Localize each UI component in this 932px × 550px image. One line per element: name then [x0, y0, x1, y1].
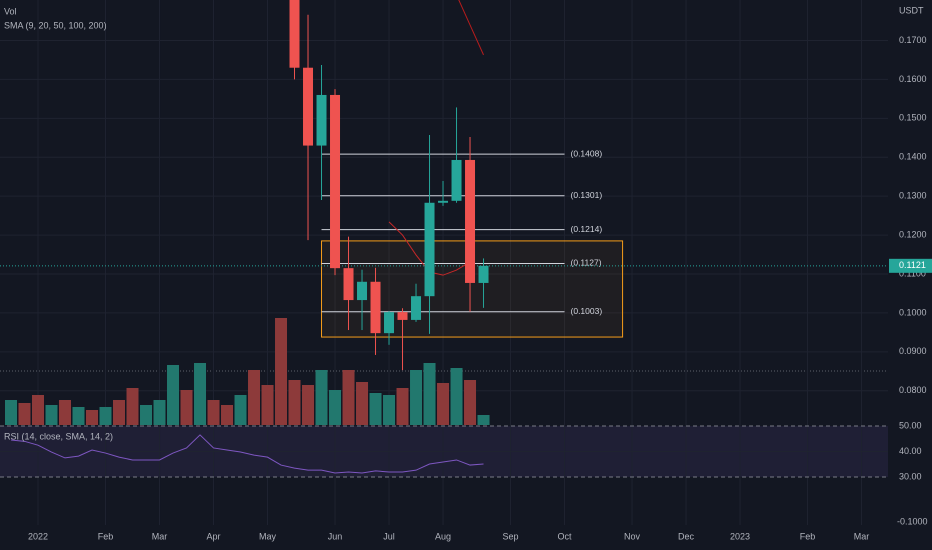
rsi-tick-label: 50.00 [899, 420, 922, 430]
currency-label: USDT [899, 5, 924, 15]
volume-bar [450, 368, 463, 425]
x-tick-label: 2023 [730, 531, 750, 541]
x-tick-label: Apr [207, 531, 221, 541]
sma-line [458, 0, 484, 56]
volume-bar [72, 407, 85, 425]
volume-bar [248, 370, 261, 425]
y-tick-label: 0.1500 [899, 113, 927, 123]
volume-bar [167, 365, 180, 425]
volume-bar [99, 407, 112, 425]
last-price-label: 0.1121 [899, 260, 926, 270]
x-tick-label: Jun [328, 531, 343, 541]
x-tick-label: Mar [854, 531, 870, 541]
y-tick-label: 0.1400 [899, 152, 927, 162]
y-tick-label: 0.0900 [899, 346, 927, 356]
volume-bar [45, 405, 58, 425]
x-tick-label: Sep [503, 531, 519, 541]
volume-bar [356, 382, 369, 425]
y-tick-label: 0.1300 [899, 191, 927, 201]
x-tick-label: Dec [678, 531, 695, 541]
y-tick-label: 0.1200 [899, 229, 927, 239]
volume-bar [423, 363, 436, 425]
x-tick-label: 2022 [28, 531, 48, 541]
volume-bar [410, 370, 423, 425]
volume-bar [315, 370, 328, 425]
volume-bar [464, 380, 477, 425]
candle-body [465, 159, 476, 283]
rsi-tick-label: 30.00 [899, 471, 922, 481]
y-tick-label: 0.1600 [899, 74, 927, 84]
rsi-line [10, 434, 484, 474]
volume-bar [369, 393, 382, 425]
fib-label: (0.1301) [571, 190, 603, 200]
candle-body [370, 281, 381, 334]
candle-body [330, 94, 341, 269]
last-price-badge [889, 258, 932, 273]
volume-bar [437, 383, 450, 425]
x-tick-label: Aug [435, 531, 451, 541]
x-tick-label: Jul [383, 531, 395, 541]
volume-bar [396, 388, 409, 425]
fib-label: (0.1214) [571, 224, 603, 234]
volume-bar [221, 405, 234, 425]
plot: 2022 Feb Mar Apr May Jun Jul Aug Sep Oct Nov Dec 202… [0, 0, 928, 541]
rsi-tick-label: 40.00 [899, 446, 922, 456]
x-tick-label: Oct [558, 531, 573, 541]
x-tick-label: Mar [152, 531, 168, 541]
volume-bar [194, 363, 207, 425]
volume-bar [86, 410, 99, 425]
volume-bar [113, 400, 126, 425]
indicator-label: SMA (9, 20, 50, 100, 200) [4, 20, 107, 30]
y-tick-label: 0.1000 [899, 307, 927, 317]
candle-body [424, 202, 435, 297]
x-tick-label: May [259, 531, 277, 541]
y-tick-label: 0.1100 [899, 268, 926, 278]
fib-label: (0.1408) [571, 148, 603, 158]
volume-bar [153, 400, 166, 425]
candle-body [397, 312, 408, 320]
volume-bar [329, 390, 342, 425]
volume-bar [383, 395, 396, 425]
volume-bar [140, 405, 153, 425]
volume-bar [234, 395, 247, 425]
candle-body [438, 200, 449, 203]
y-tick-label: -0.1000 [897, 517, 928, 527]
x-tick-label: Feb [800, 531, 816, 541]
volume-bar [207, 400, 220, 425]
candle-body [411, 296, 422, 320]
volume-bar [261, 385, 274, 425]
candle-body [289, 0, 300, 68]
volume-bar [32, 395, 45, 425]
y-tick-label: 0.1700 [899, 35, 927, 45]
candle-body [357, 281, 368, 301]
volume-bar [126, 388, 139, 425]
volume-bar [5, 400, 18, 425]
candle-body [384, 312, 395, 334]
candle-body [316, 94, 327, 146]
volume-bar [275, 318, 288, 425]
candle-body [303, 67, 314, 146]
candle-body [451, 159, 462, 201]
fib-label: (0.1003) [571, 306, 603, 316]
rsi-label: RSI (14, close, SMA, 14, 2) [4, 431, 113, 441]
volume-bar [59, 400, 72, 425]
volume-bar [342, 370, 355, 425]
volume-bar [288, 380, 301, 425]
volume-bar [180, 390, 193, 425]
volume-bar [302, 385, 315, 425]
x-tick-label: Feb [98, 531, 114, 541]
fib-label: (0.1127) [571, 258, 602, 268]
volume-bar [18, 403, 31, 425]
x-tick-label: Nov [624, 531, 641, 541]
indicator-label: Vol [4, 6, 17, 16]
candle-body [343, 268, 354, 301]
y-tick-label: 0.0800 [899, 385, 927, 395]
volume-bar [477, 415, 490, 425]
candle-body [478, 265, 489, 283]
